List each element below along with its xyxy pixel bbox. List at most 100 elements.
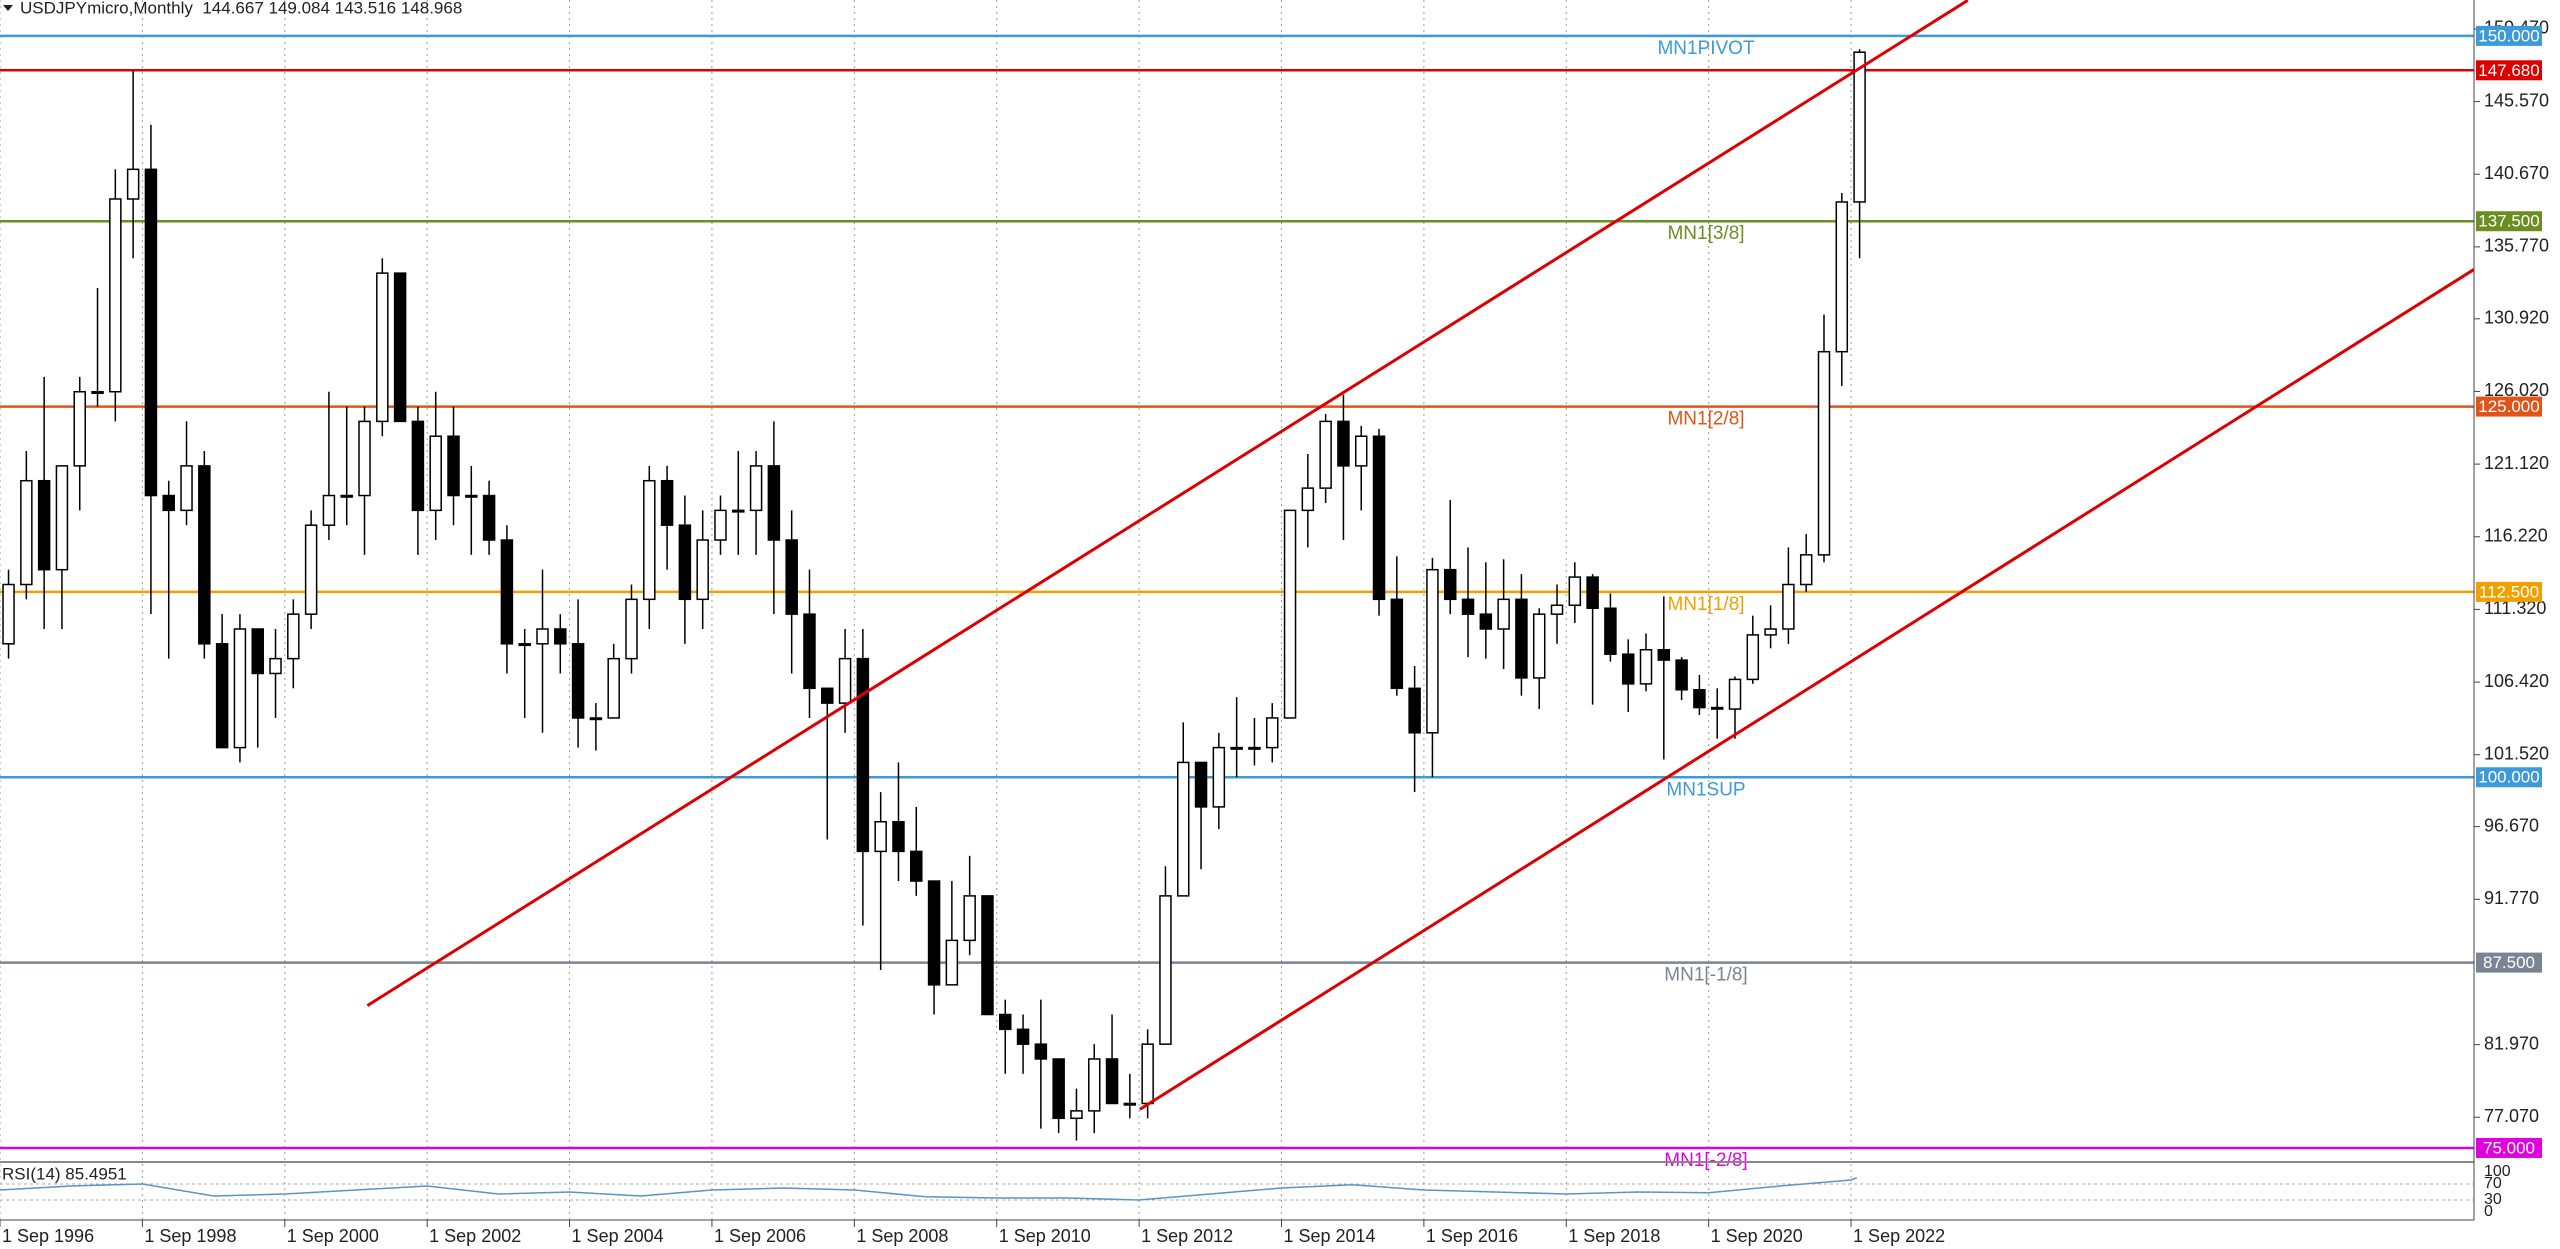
candle-body [180, 465, 193, 512]
y-tick-label: 126.020 [2484, 380, 2549, 400]
candle-body [910, 850, 923, 882]
candle-body [1657, 648, 1671, 661]
candle-body [963, 895, 976, 942]
x-tick-label: 1 Sep 2022 [1853, 1226, 1945, 1246]
candle-body [589, 717, 603, 721]
candle-body [1194, 761, 1208, 808]
candle-body [1088, 1058, 1101, 1112]
y-tick-label: 91.770 [2484, 888, 2539, 908]
candle-body [1301, 487, 1315, 512]
candle-body [393, 272, 407, 423]
candle-body [1159, 895, 1172, 1045]
candle-body [322, 494, 336, 526]
candle-body [1728, 678, 1742, 710]
candle-body [1105, 1058, 1119, 1105]
candle-body [874, 820, 887, 853]
x-tick-label: 1 Sep 2004 [572, 1226, 664, 1246]
candle-body [696, 539, 709, 601]
level-label: MN1SUP [1666, 779, 1745, 800]
y-tick-label: 81.970 [2484, 1033, 2539, 1053]
rsi-label: RSI(14) 85.4951 [2, 1164, 127, 1183]
candle-body [1515, 598, 1528, 679]
price-tag [2476, 396, 2542, 417]
candle-body [1710, 706, 1724, 710]
candle-body [1782, 583, 1795, 630]
candle-body [73, 390, 86, 467]
rsi-tick-label: 100 [2484, 1163, 2511, 1180]
candle-body [1390, 598, 1404, 690]
price-tag [2476, 767, 2542, 788]
candle-body [607, 657, 620, 719]
candle-body [198, 465, 211, 645]
candle-body [1764, 628, 1777, 636]
candle-body [233, 628, 247, 749]
candle-body [945, 939, 959, 986]
candle-body [732, 509, 745, 513]
candle-body [358, 420, 371, 497]
candle-body [1230, 746, 1243, 750]
x-tick-label: 1 Sep 2016 [1426, 1226, 1518, 1246]
price-tag [2476, 25, 2542, 46]
chart-title: USDJPYmicro,Monthly 144.667 149.084 143.… [20, 0, 462, 17]
candle-body [1532, 613, 1546, 679]
candle-body [678, 524, 692, 601]
x-tick-label: 1 Sep 2012 [1141, 1226, 1233, 1246]
y-tick-label: 106.420 [2484, 671, 2549, 691]
candle-body [1426, 568, 1439, 734]
level-label: MN1[-2/8] [1664, 1150, 1747, 1171]
candle-body [91, 390, 104, 394]
candle-body [500, 539, 514, 645]
price-tag-label: 125.000 [2478, 397, 2539, 416]
x-tick-label: 1 Sep 2006 [714, 1226, 806, 1246]
candle-body [1283, 509, 1297, 719]
candle-body [1853, 51, 1866, 203]
candle-body [109, 198, 122, 393]
levels: MN1PIVOT MN1[3/8] MN1[2/8] MN1[1/8] MN1SUP MN… [0, 34, 2474, 1171]
candle-body [1141, 1043, 1154, 1105]
candle-body [2, 583, 15, 645]
candle-body [126, 168, 140, 200]
x-tick-label: 1 Sep 2002 [429, 1226, 521, 1246]
candle-body [1693, 689, 1706, 709]
price-tag-label: 112.500 [2479, 582, 2539, 601]
candle-body [892, 820, 905, 853]
x-tick-label: 1 Sep 2008 [856, 1226, 948, 1246]
candle-body [981, 895, 994, 1016]
level-label: MN1[3/8] [1667, 223, 1744, 244]
price-tag-label: 150.000 [2478, 26, 2539, 45]
candle-body [1675, 659, 1688, 691]
price-tag [2476, 581, 2542, 602]
y-tick-label: 116.220 [2484, 526, 2548, 546]
candle-body [660, 479, 674, 526]
y-tick-label: 140.670 [2484, 163, 2549, 183]
candle-body [1248, 746, 1261, 750]
candle-body [1799, 554, 1813, 586]
candle-body [1443, 568, 1457, 601]
level-label: MN1PIVOT [1657, 38, 1755, 59]
y-tick-label: 101.520 [2484, 743, 2549, 763]
candle-body [785, 539, 798, 615]
level-label: MN1[1/8] [1667, 594, 1744, 615]
trendlines [366, 0, 2474, 1111]
y-tick-label: 145.570 [2484, 90, 2549, 110]
candle-body [251, 628, 264, 675]
candle-body [554, 628, 567, 645]
candle-body [1746, 634, 1760, 681]
x-tick-label: 1 Sep 2014 [1283, 1226, 1375, 1246]
candle-body [838, 657, 852, 704]
y-tick-label: 121.120 [2484, 453, 2549, 473]
candle-body [1016, 1028, 1030, 1045]
candle-body [749, 465, 763, 512]
candle-body [1123, 1102, 1137, 1106]
candle-body [304, 524, 318, 615]
candle-body [856, 657, 870, 853]
x-tick-label: 1 Sep 2020 [1711, 1226, 1803, 1246]
candle-body [37, 479, 51, 571]
candle-body [643, 479, 656, 601]
candle-body [1604, 607, 1617, 655]
price-tag-label: 87.500 [2483, 953, 2535, 972]
candle-body [625, 598, 638, 660]
rsi-tick-label: 0 [2484, 1203, 2493, 1220]
candle-body [1052, 1058, 1065, 1120]
